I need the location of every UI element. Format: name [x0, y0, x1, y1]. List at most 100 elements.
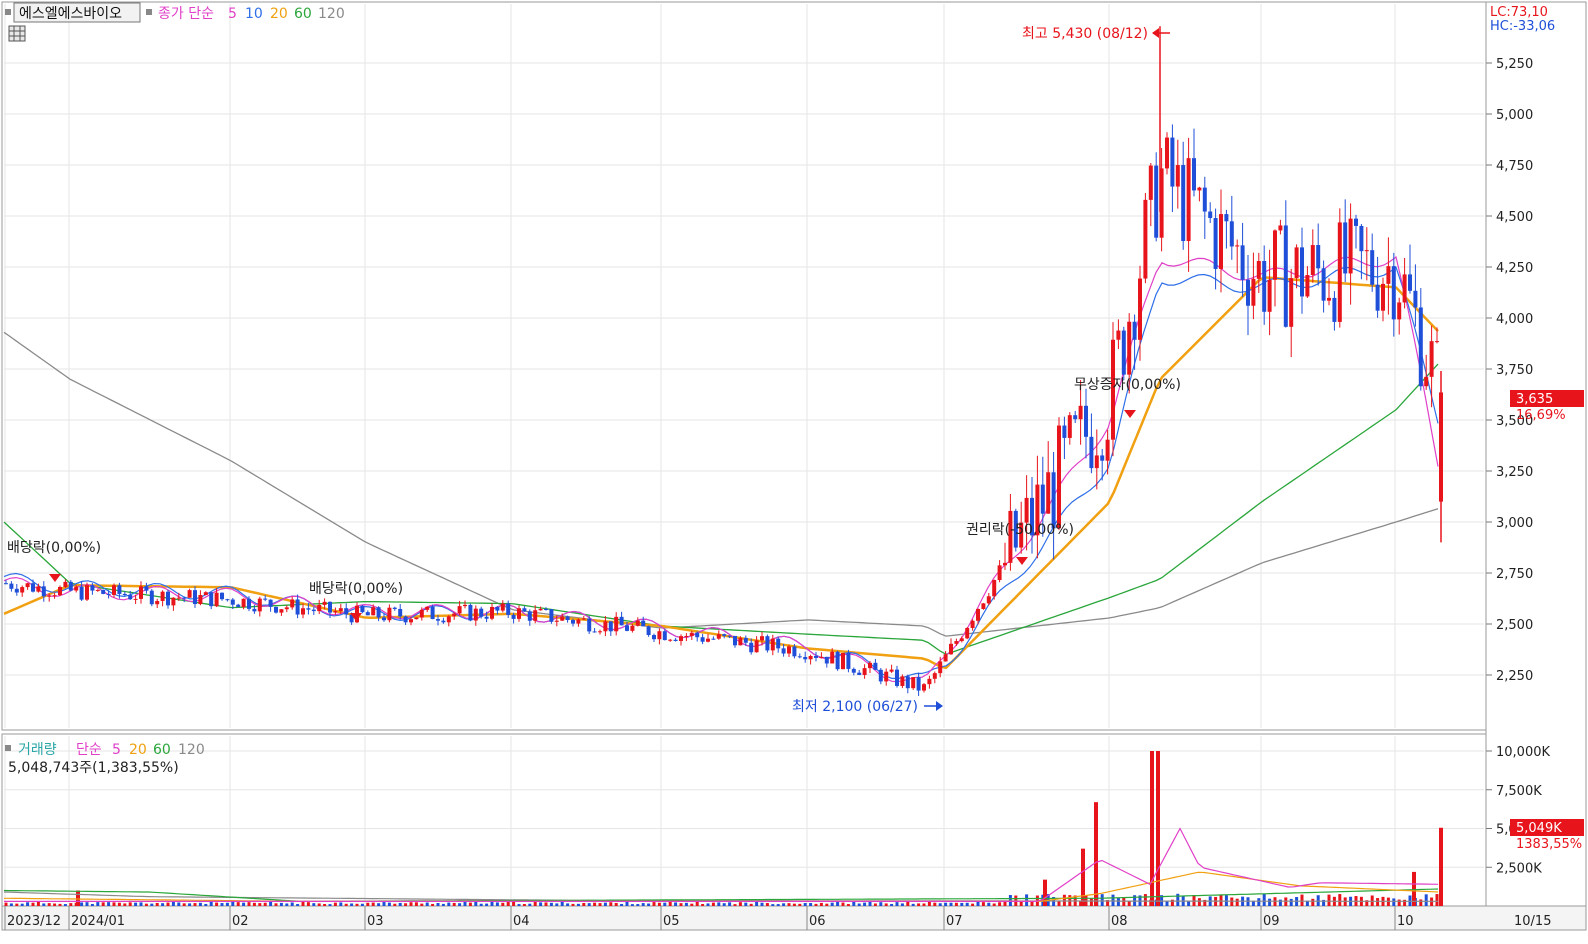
volume-bar: [954, 902, 958, 906]
vol-tick-label: 10,000K: [1496, 745, 1550, 760]
volume-bar: [701, 904, 705, 906]
volume-bar: [938, 903, 942, 906]
ma20-label[interactable]: 20: [270, 6, 288, 22]
volume-bar: [20, 903, 24, 906]
candle-up: [95, 589, 100, 591]
candle-up: [1175, 165, 1180, 187]
y-tick-label: 5,250: [1496, 57, 1533, 72]
volume-bar: [566, 903, 570, 906]
volume-bar: [393, 903, 397, 906]
candle-up: [52, 595, 57, 597]
volume-bar: [290, 902, 294, 906]
ma120-label[interactable]: 120: [318, 6, 345, 22]
vol-ma5-label[interactable]: 5: [112, 742, 121, 758]
volume-bar: [63, 904, 67, 906]
candle-down: [544, 608, 548, 610]
candle-down: [895, 669, 899, 686]
volume-bar: [26, 902, 30, 906]
volume-toggle-box[interactable]: [5, 745, 11, 751]
legend-toggle-box[interactable]: [5, 9, 11, 15]
candle-down: [382, 617, 386, 621]
candle-down: [814, 656, 818, 658]
volume-bar: [80, 902, 84, 906]
volume-bar: [366, 902, 370, 906]
stock-name-box[interactable]: [13, 2, 141, 23]
candle-up: [716, 634, 721, 639]
volume-bar: [927, 901, 931, 906]
volume-bar: [474, 902, 478, 906]
volume-bar: [598, 903, 602, 906]
volume-bar: [231, 901, 235, 906]
candle-down: [344, 608, 349, 615]
candle-down: [360, 605, 365, 613]
volume-spike-bar: [1043, 879, 1047, 906]
volume-bar: [420, 903, 424, 906]
volume-bar: [409, 902, 413, 906]
volume-bar: [1435, 894, 1439, 906]
volume-bar: [695, 901, 699, 906]
volume-bar: [544, 902, 548, 906]
candle-down: [225, 599, 230, 601]
volume-bar: [852, 901, 856, 906]
candle-up: [198, 595, 203, 605]
volume-spike-bar: [1094, 802, 1098, 906]
volume-bar: [1268, 898, 1272, 906]
volume-bar: [798, 903, 802, 906]
volume-bar: [1106, 900, 1110, 906]
volume-bar: [1376, 898, 1380, 906]
vol-ma20-label[interactable]: 20: [129, 742, 147, 758]
y-tick-label: 3,000: [1496, 516, 1533, 531]
candle-down: [41, 586, 46, 597]
volume-bar: [587, 903, 591, 906]
candle-up: [922, 684, 926, 691]
vol-ma120-label[interactable]: 120: [178, 742, 205, 758]
volume-bar: [539, 902, 543, 906]
volume-bar: [582, 902, 586, 906]
ma10-label[interactable]: 10: [245, 6, 263, 22]
candle-down: [166, 591, 170, 606]
ma-toggle-box[interactable]: [146, 9, 152, 15]
table-icon[interactable]: [8, 25, 26, 42]
candle-down: [1408, 274, 1412, 291]
candle-up: [1424, 376, 1429, 387]
candle-up: [959, 638, 964, 642]
volume-bar: [668, 901, 672, 906]
candle-up: [1197, 187, 1202, 191]
volume-spike-bar: [1156, 751, 1160, 906]
volume-bar: [166, 902, 170, 906]
last-candle: [1439, 392, 1443, 502]
volume-bar: [1165, 900, 1169, 906]
candle-up: [1310, 245, 1315, 276]
x-tick-label: 08: [1111, 914, 1128, 929]
candle-down: [878, 669, 883, 682]
ma5-label[interactable]: 5: [228, 6, 237, 22]
volume-bar: [312, 903, 316, 906]
candle-down: [1121, 330, 1126, 375]
volume-bar: [171, 901, 175, 906]
candle-up: [1067, 415, 1072, 438]
volume-bar: [1041, 894, 1045, 906]
volume-bar: [846, 904, 850, 906]
volume-bar: [242, 902, 246, 906]
dividend-annotation-2: 배당락(0,00%): [309, 581, 403, 597]
candle-up: [1143, 199, 1148, 279]
candle-down: [144, 586, 149, 591]
candle-down: [1391, 266, 1396, 320]
volume-bar: [841, 902, 845, 906]
volume-bar: [679, 903, 683, 906]
candle-up: [1127, 321, 1132, 375]
volume-bar: [344, 903, 348, 906]
candle-up: [1159, 168, 1164, 238]
candle-up: [1273, 230, 1277, 280]
volume-bar: [960, 902, 964, 906]
y-tick-label: 4,500: [1496, 210, 1533, 225]
ma-label-type: 종가 단순: [158, 6, 214, 22]
candle-up: [517, 608, 521, 619]
volume-bar: [328, 904, 332, 906]
candle-down: [803, 657, 808, 660]
candle-down: [14, 588, 19, 593]
volume-bar: [744, 902, 748, 906]
volume-bar: [355, 903, 359, 906]
ma60-label[interactable]: 60: [294, 6, 312, 22]
vol-ma60-label[interactable]: 60: [153, 742, 171, 758]
